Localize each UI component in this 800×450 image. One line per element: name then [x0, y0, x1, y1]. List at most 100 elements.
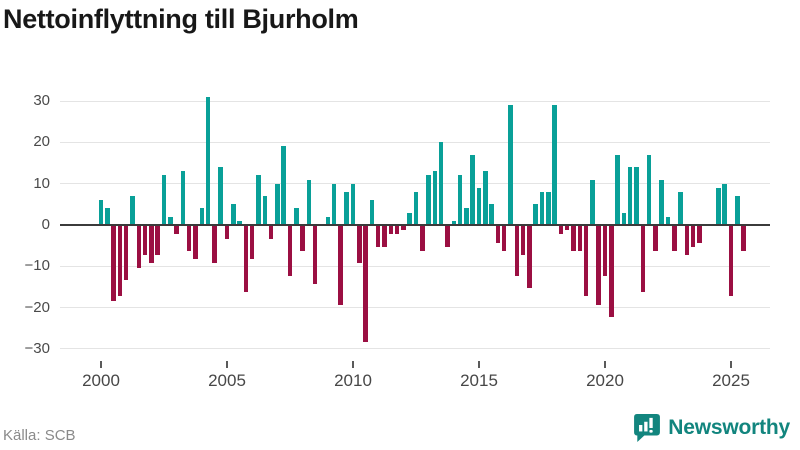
bar-quarter-28 — [275, 183, 280, 225]
bar-quarter-78 — [590, 179, 595, 225]
bar-quarter-45 — [382, 226, 387, 247]
bar-quarter-54 — [438, 142, 444, 225]
x-axis-tick — [100, 361, 102, 368]
bar-quarter-92 — [678, 191, 683, 225]
bar-quarter-25 — [256, 175, 261, 225]
bar-quarter-93 — [684, 226, 690, 256]
bar-quarter-33 — [306, 179, 312, 225]
bar-quarter-12 — [174, 226, 179, 235]
bar-quarter-102 — [741, 226, 746, 251]
plot-area — [60, 85, 770, 355]
bar-quarter-30 — [287, 226, 293, 276]
bar-quarter-57 — [457, 175, 463, 225]
x-axis-tick — [730, 361, 732, 368]
bar-quarter-41 — [357, 226, 362, 264]
bar-quarter-95 — [697, 226, 702, 243]
bar-quarter-22 — [237, 220, 242, 225]
bar-quarter-19 — [218, 167, 223, 225]
newsworthy-bubble-chart-icon — [634, 414, 661, 442]
gridline — [60, 100, 770, 102]
chart-title: Nettoinflyttning till Bjurholm — [3, 4, 359, 34]
bar-quarter-24 — [249, 226, 255, 260]
bar-quarter-63 — [495, 226, 501, 243]
bar-quarter-13 — [180, 171, 186, 225]
bar-quarter-60 — [476, 187, 482, 225]
bar-quarter-2 — [111, 226, 116, 301]
bar-quarter-46 — [388, 226, 394, 235]
bar-quarter-1 — [105, 208, 110, 225]
bar-quarter-23 — [243, 226, 249, 293]
bar-quarter-14 — [186, 226, 192, 251]
bar-quarter-55 — [445, 226, 450, 247]
bar-quarter-81 — [609, 226, 614, 318]
bar-quarter-15 — [193, 226, 198, 260]
bar-quarter-77 — [583, 226, 589, 297]
x-axis-tick-label: 2025 — [712, 371, 750, 390]
bar-quarter-8 — [149, 226, 154, 264]
bar-quarter-31 — [294, 208, 299, 225]
bar-quarter-47 — [394, 226, 400, 235]
bar-quarter-11 — [168, 216, 173, 225]
bar-quarter-10 — [161, 175, 167, 225]
bar-quarter-5 — [130, 196, 135, 225]
bar-quarter-53 — [432, 171, 438, 225]
bar-quarter-85 — [634, 167, 639, 225]
y-axis-tick-label: 0 — [41, 216, 50, 233]
bar-quarter-58 — [464, 208, 469, 225]
bar-quarter-71 — [546, 191, 551, 225]
x-axis-tick-label: 2005 — [208, 371, 246, 390]
gridline — [60, 307, 770, 309]
x-axis-tick-label: 2010 — [334, 371, 372, 390]
bar-quarter-75 — [571, 226, 576, 251]
bar-quarter-36 — [325, 216, 331, 225]
x-axis-tick-label: 2015 — [460, 371, 498, 390]
bar-quarter-37 — [331, 183, 337, 225]
bar-quarter-50 — [413, 191, 419, 225]
gridline — [60, 141, 770, 143]
bar-quarter-91 — [672, 226, 677, 251]
bar-quarter-88 — [653, 226, 658, 251]
bar-quarter-34 — [312, 226, 318, 285]
bar-quarter-20 — [224, 226, 230, 239]
bar-quarter-44 — [375, 226, 381, 247]
bar-quarter-16 — [199, 208, 205, 225]
bar-quarter-84 — [627, 167, 633, 225]
y-axis-tick-label: −10 — [24, 257, 50, 275]
bar-quarter-7 — [142, 226, 148, 256]
bar-quarter-51 — [420, 226, 425, 251]
gridline — [60, 348, 770, 350]
bar-quarter-0 — [98, 200, 104, 225]
bar-quarter-59 — [470, 154, 475, 225]
bar-quarter-40 — [350, 183, 356, 225]
bar-quarter-52 — [426, 175, 431, 225]
bar-quarter-4 — [123, 226, 129, 280]
bar-quarter-9 — [155, 226, 160, 256]
y-axis-tick-label: −30 — [24, 339, 50, 357]
bar-quarter-43 — [369, 200, 375, 225]
gridline — [60, 265, 770, 267]
bar-quarter-65 — [508, 105, 513, 225]
bar-quarter-99 — [722, 183, 727, 225]
bar-quarter-69 — [533, 204, 538, 225]
bar-quarter-90 — [665, 216, 671, 225]
bar-quarter-80 — [602, 226, 608, 276]
bar-quarter-87 — [646, 154, 652, 225]
bar-quarter-66 — [514, 226, 520, 276]
x-axis-tick-label: 2000 — [82, 371, 120, 390]
x-axis-tick — [604, 361, 606, 368]
source-note: Källa: SCB — [3, 427, 76, 444]
bar-quarter-49 — [407, 212, 412, 225]
bar-quarter-98 — [716, 187, 721, 225]
bar-quarter-100 — [728, 226, 734, 297]
bar-quarter-56 — [451, 220, 457, 225]
newsworthy-wordmark: Newsworthy — [668, 416, 790, 439]
bar-quarter-6 — [136, 226, 142, 268]
bar-quarter-17 — [205, 96, 211, 225]
bar-quarter-82 — [615, 154, 620, 225]
bar-quarter-89 — [659, 179, 664, 225]
bar-quarter-83 — [621, 212, 627, 225]
bar-quarter-3 — [117, 226, 123, 297]
bar-quarter-38 — [338, 226, 343, 305]
bar-quarter-94 — [690, 226, 696, 247]
zero-axis-line — [60, 223, 770, 227]
